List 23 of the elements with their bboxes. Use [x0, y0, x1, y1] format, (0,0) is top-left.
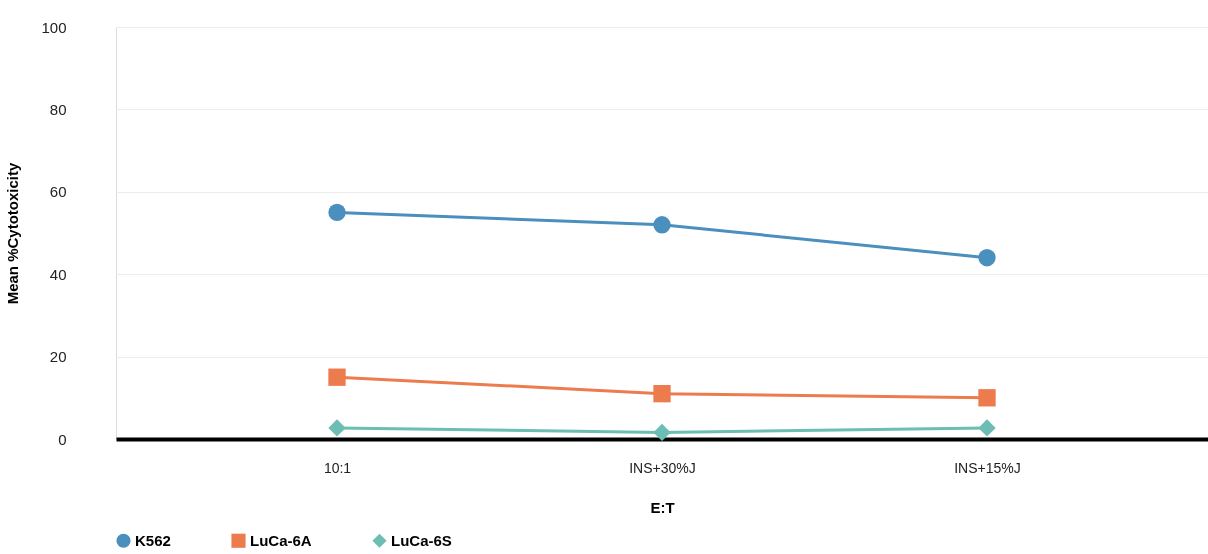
point	[653, 385, 671, 403]
x-tick-label: INS+15%J	[954, 459, 1021, 476]
legend-label: LuCa-6S	[391, 531, 452, 549]
y-tick-label: 20	[49, 348, 67, 366]
y-tick-label: 80	[49, 100, 67, 118]
point	[653, 423, 671, 442]
x-tick-label: INS+30%J	[629, 459, 696, 476]
point	[978, 389, 996, 407]
point	[328, 203, 346, 222]
y-axis-title: Mean %Cytotoxicity	[4, 162, 22, 305]
point	[978, 419, 996, 437]
y-tick-label: 40	[49, 265, 67, 283]
y-tick-label: 60	[49, 183, 67, 201]
x-axis-title: E:T	[650, 498, 675, 516]
legend-label: K562	[135, 531, 171, 549]
y-tick-label: 0	[58, 430, 67, 448]
y-tick-label: 100	[41, 18, 67, 36]
point	[328, 368, 346, 386]
x-tick-label: 10:1	[323, 459, 352, 476]
legend-label: LuCa-6A	[250, 531, 312, 549]
point	[978, 249, 996, 267]
point	[328, 419, 346, 437]
point	[653, 216, 671, 234]
